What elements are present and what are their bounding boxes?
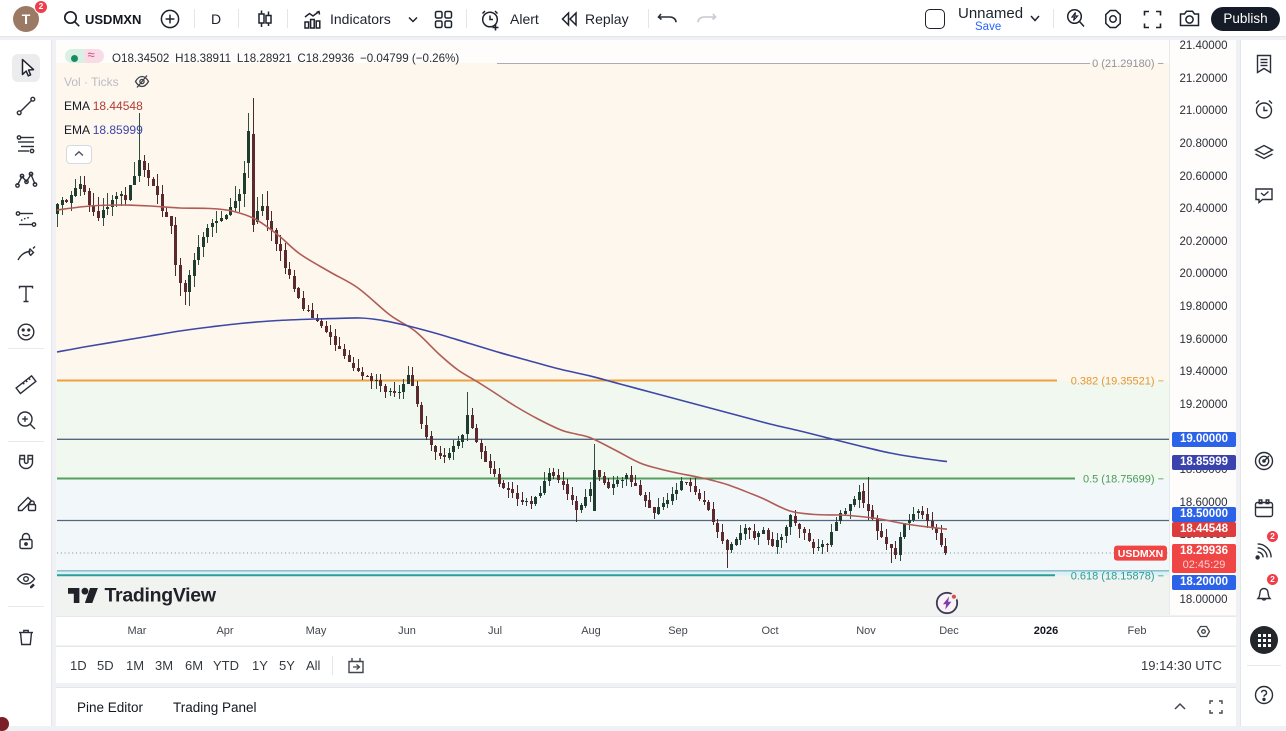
svg-text:0 (21.29180) −: 0 (21.29180) − bbox=[1092, 58, 1164, 70]
svg-text:0.382 (19.35521) −: 0.382 (19.35521) − bbox=[1071, 375, 1164, 387]
svg-text:TradingView: TradingView bbox=[105, 585, 217, 607]
svg-text:USDMXN: USDMXN bbox=[1118, 548, 1164, 560]
svg-text:0.618 (18.15878) −: 0.618 (18.15878) − bbox=[1071, 570, 1164, 582]
svg-text:0.5 (18.75699) −: 0.5 (18.75699) − bbox=[1083, 473, 1164, 485]
